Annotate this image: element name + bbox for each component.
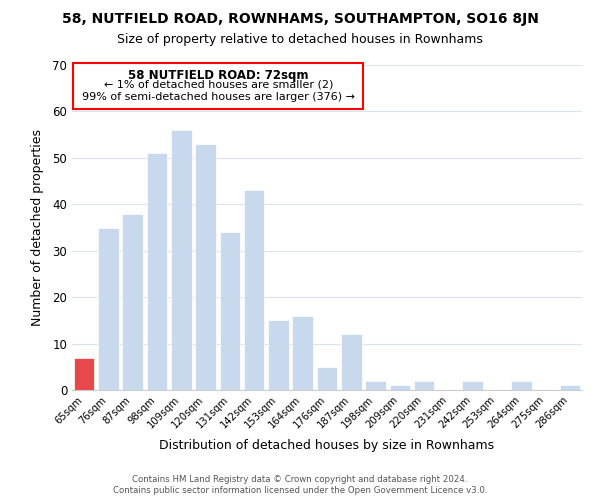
Text: Contains public sector information licensed under the Open Government Licence v3: Contains public sector information licen… — [113, 486, 487, 495]
Bar — [317, 367, 337, 390]
Bar — [414, 380, 434, 390]
Bar — [98, 228, 119, 390]
Bar — [511, 380, 532, 390]
Text: 99% of semi-detached houses are larger (376) →: 99% of semi-detached houses are larger (… — [82, 92, 355, 102]
Bar — [365, 380, 386, 390]
Bar — [146, 153, 167, 390]
Text: Size of property relative to detached houses in Rownhams: Size of property relative to detached ho… — [117, 32, 483, 46]
Bar — [195, 144, 216, 390]
Bar — [292, 316, 313, 390]
X-axis label: Distribution of detached houses by size in Rownhams: Distribution of detached houses by size … — [160, 439, 494, 452]
Bar — [122, 214, 143, 390]
Text: ← 1% of detached houses are smaller (2): ← 1% of detached houses are smaller (2) — [104, 80, 333, 90]
Bar — [244, 190, 265, 390]
Text: Contains HM Land Registry data © Crown copyright and database right 2024.: Contains HM Land Registry data © Crown c… — [132, 475, 468, 484]
Y-axis label: Number of detached properties: Number of detached properties — [31, 129, 44, 326]
Text: 58 NUTFIELD ROAD: 72sqm: 58 NUTFIELD ROAD: 72sqm — [128, 68, 308, 82]
Text: 58, NUTFIELD ROAD, ROWNHAMS, SOUTHAMPTON, SO16 8JN: 58, NUTFIELD ROAD, ROWNHAMS, SOUTHAMPTON… — [62, 12, 538, 26]
Bar — [463, 380, 483, 390]
FancyBboxPatch shape — [73, 62, 364, 109]
Bar — [389, 386, 410, 390]
Bar — [171, 130, 191, 390]
Bar — [268, 320, 289, 390]
Bar — [74, 358, 94, 390]
Bar — [341, 334, 362, 390]
Bar — [560, 386, 580, 390]
Bar — [220, 232, 240, 390]
